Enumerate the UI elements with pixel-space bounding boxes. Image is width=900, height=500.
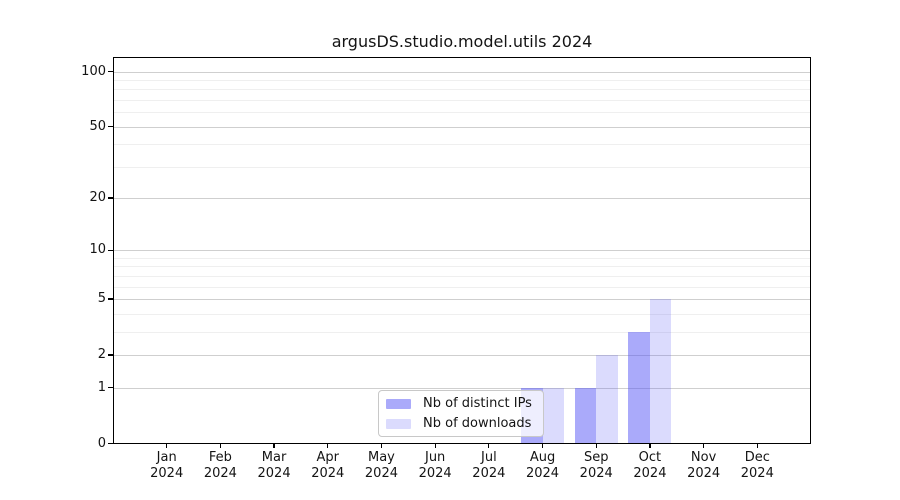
legend-label-nb-of-distinct-ips: Nb of distinct IPs: [423, 396, 532, 411]
x-tick-month: Jan: [156, 449, 177, 465]
plot-area: [113, 57, 811, 444]
y-tick-mark-0: [108, 442, 113, 445]
x-tick-year: 2024: [633, 465, 667, 481]
minor-gridline-9: [113, 257, 811, 259]
x-tick-year: 2024: [740, 465, 774, 481]
x-tick-mark-feb: [219, 443, 222, 448]
x-tick-label-nov: Nov 2024: [669, 450, 739, 482]
major-gridline-10: [113, 250, 811, 252]
minor-gridline-80: [113, 89, 811, 91]
x-tick-mark-apr: [327, 443, 329, 448]
y-tick-label-100: 100: [81, 63, 106, 79]
x-tick-label-oct: Oct 2024: [615, 450, 685, 482]
x-tick-label-jul: Jul 2024: [454, 450, 524, 482]
minor-gridline-40: [113, 144, 811, 146]
x-tick-year: 2024: [579, 465, 613, 481]
x-tick-year: 2024: [364, 465, 398, 481]
x-tick-month: Jun: [424, 449, 446, 465]
chart-title: argusDS.studio.model.utils 2024: [331, 32, 593, 51]
x-tick-year: 2024: [472, 465, 506, 481]
y-tick-mark-5: [108, 298, 113, 300]
x-tick-mark-mar: [273, 443, 275, 448]
bar-sep-nb-of-downloads: [596, 354, 618, 444]
x-tick-month: Feb: [208, 449, 232, 465]
major-gridline-2: [113, 354, 811, 356]
y-tick-mark-1: [108, 386, 113, 389]
y-tick-label-5: 5: [97, 291, 106, 307]
x-tick-year: 2024: [203, 465, 237, 481]
minor-gridline-70: [113, 99, 811, 101]
bar-oct-nb-of-downloads: [649, 299, 672, 444]
x-tick-year: 2024: [687, 465, 721, 481]
x-tick-mark-dec: [756, 443, 758, 448]
x-tick-year: 2024: [150, 465, 184, 481]
x-tick-mark-may: [380, 443, 383, 448]
major-gridline-100: [113, 71, 811, 73]
bar-sep-nb-of-distinct-ips: [574, 387, 597, 444]
x-tick-year: 2024: [257, 465, 291, 481]
major-gridline-5: [113, 299, 811, 301]
x-tick-month: Aug: [529, 449, 556, 465]
y-tick-label-10: 10: [89, 242, 106, 258]
x-tick-year: 2024: [525, 465, 560, 481]
bar-oct-nb-of-distinct-ips: [628, 331, 650, 444]
y-tick-mark-10: [108, 249, 113, 251]
x-tick-month: Mar: [261, 449, 287, 465]
x-tick-month: Jul: [481, 449, 497, 465]
y-tick-label-2: 2: [97, 346, 106, 362]
y-tick-mark-20: [108, 197, 113, 199]
y-tick-mark-2: [108, 354, 113, 356]
bar-aug-nb-of-downloads: [542, 387, 564, 444]
x-tick-mark-oct: [649, 443, 651, 448]
legend-swatch-nb-of-distinct-ips: [386, 398, 411, 409]
y-tick-label-20: 20: [89, 190, 106, 206]
x-tick-month: Dec: [744, 449, 770, 465]
x-tick-month: May: [368, 449, 395, 465]
x-tick-month: Oct: [638, 449, 662, 465]
minor-gridline-3: [113, 331, 811, 333]
x-tick-mark-jan: [166, 443, 168, 448]
x-tick-month: Sep: [583, 449, 609, 465]
legend-entry-nb-of-downloads: Nb of downloads: [386, 415, 543, 432]
legend-label-nb-of-downloads: Nb of downloads: [423, 416, 532, 431]
x-tick-label-dec: Dec 2024: [722, 450, 792, 482]
x-tick-label-may: May 2024: [346, 450, 416, 482]
major-gridline-50: [113, 126, 811, 128]
x-tick-year: 2024: [311, 465, 345, 481]
x-tick-label-mar: Mar 2024: [239, 450, 309, 482]
minor-gridline-8: [113, 266, 811, 268]
x-tick-mark-nov: [702, 443, 705, 448]
x-tick-label-aug: Aug 2024: [508, 450, 578, 482]
x-tick-mark-aug: [541, 443, 544, 448]
minor-gridline-7: [113, 275, 811, 277]
major-gridline-20: [113, 198, 811, 200]
x-tick-label-apr: Apr 2024: [293, 450, 363, 482]
x-tick-mark-jul: [488, 443, 490, 448]
x-tick-label-sep: Sep 2024: [561, 450, 631, 482]
minor-gridline-60: [113, 112, 811, 114]
y-tick-mark-50: [108, 125, 113, 128]
x-tick-month: Nov: [690, 449, 717, 465]
y-tick-label-0: 0: [97, 435, 106, 451]
x-tick-mark-jun: [434, 443, 436, 448]
y-tick-label-1: 1: [97, 379, 106, 395]
legend: Nb of distinct IPs Nb of downloads: [378, 390, 544, 437]
x-tick-mark-sep: [595, 443, 597, 448]
major-gridline-1: [113, 387, 811, 389]
x-tick-label-jan: Jan 2024: [132, 450, 202, 482]
y-tick-label-50: 50: [89, 118, 106, 134]
x-tick-label-jun: Jun 2024: [400, 450, 470, 482]
minor-gridline-90: [113, 79, 811, 81]
minor-gridline-30: [113, 166, 811, 168]
x-tick-label-feb: Feb 2024: [185, 450, 255, 482]
y-tick-mark-100: [108, 70, 113, 73]
x-tick-year: 2024: [418, 465, 452, 481]
minor-gridline-6: [113, 286, 811, 288]
legend-swatch-nb-of-downloads: [386, 418, 411, 429]
x-tick-month: Apr: [316, 449, 340, 465]
minor-gridline-4: [113, 313, 811, 315]
legend-entry-nb-of-distinct-ips: Nb of distinct IPs: [386, 395, 543, 412]
